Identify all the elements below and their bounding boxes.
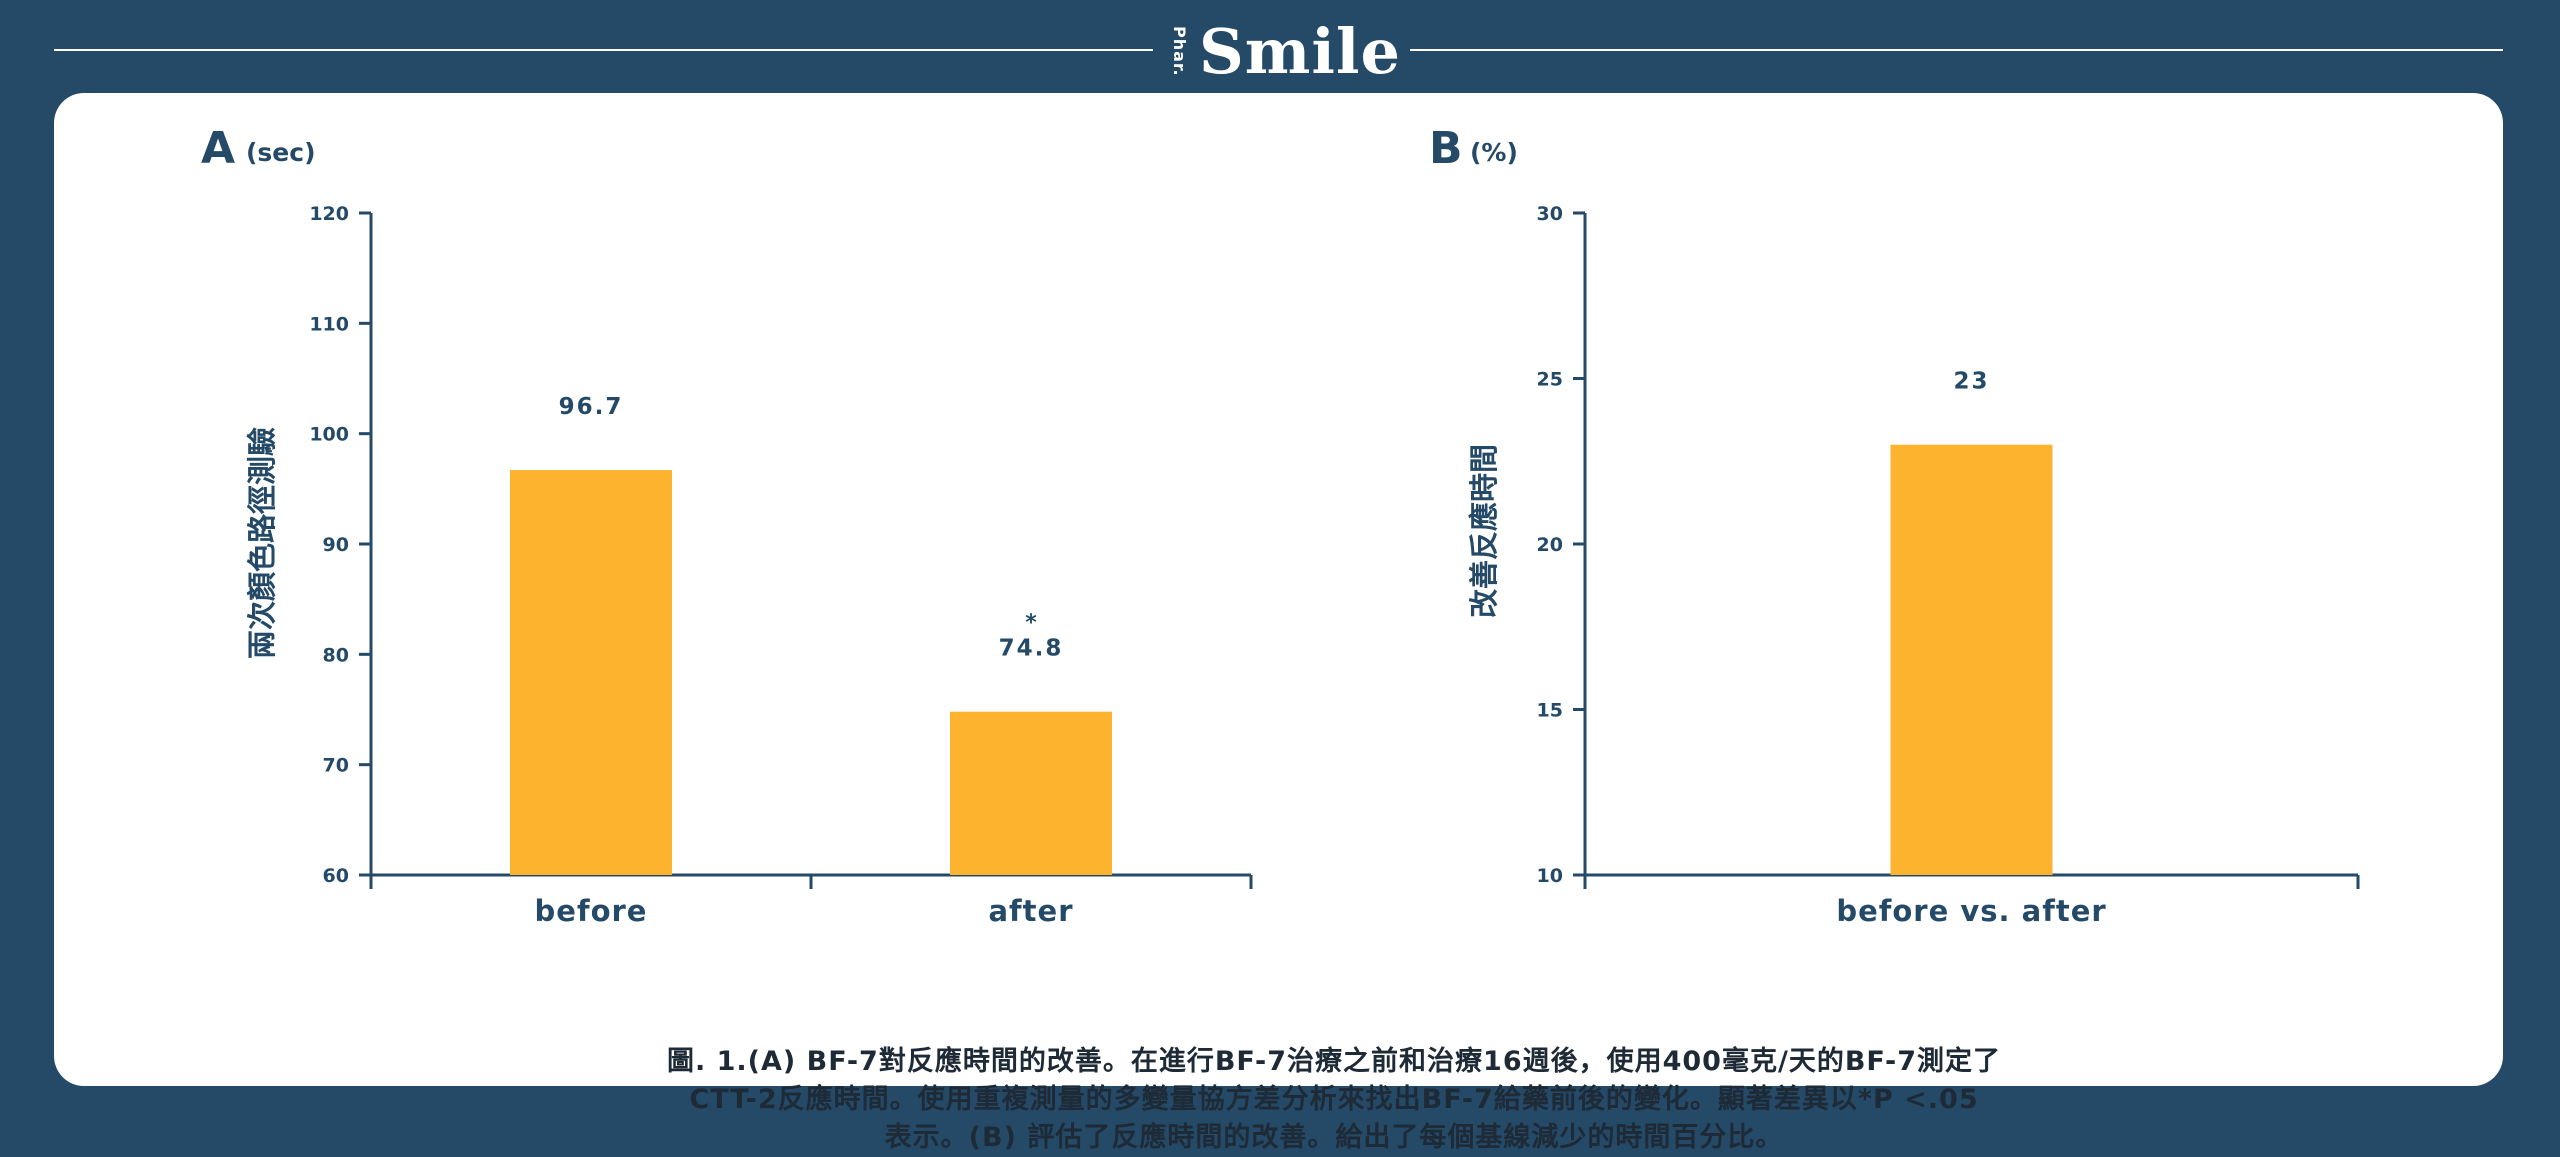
panel-B-y-axis-label: 改善反應時間 — [1467, 444, 1501, 618]
panel-A-y-tick-label: 60 — [323, 865, 349, 887]
panel-B-unit: (%) — [1470, 138, 1518, 167]
panel-B-y-tick-label: 15 — [1537, 700, 1563, 722]
panel-A-y-tick-label: 120 — [309, 203, 349, 225]
panel-A-y-tick-label: 70 — [323, 755, 349, 777]
panel-A-y-axis-label: 兩次顏色路徑測驗 — [245, 427, 279, 659]
chart-canvas: A (sec) 兩次顏色路徑測驗 60 70 80 90 100 110 120 before 96.… — [201, 123, 2360, 928]
panel-A-x-tick-label: after — [988, 894, 1073, 928]
header-rule-right — [1410, 49, 2503, 51]
panel-A-bar-after — [950, 711, 1112, 875]
panel-B-bar-before vs. after — [1890, 444, 2053, 875]
panel-B-y-tick-label: 10 — [1537, 865, 1563, 887]
panel-A-data-label: 96.7 — [559, 394, 624, 420]
panel-A-significance-marker: * — [1025, 611, 1037, 636]
panel-B-label: B — [1429, 123, 1463, 174]
caption-line-3: 表示。(B) 評估了反應時間的改善。給出了每個基線減少的時間百分比。 — [884, 1122, 1784, 1153]
logo-wordmark: Smile — [1199, 14, 1401, 88]
panel-A-unit: (sec) — [246, 138, 316, 167]
panel-B-data-label: 23 — [1953, 369, 1989, 395]
caption-line-2: CTT-2反應時間。使用重複測量的多變量協方差分析來找出BF-7給藥前後的變化。… — [689, 1084, 1979, 1115]
logo-prefix: Phar. — [1170, 25, 1189, 77]
figure-caption: 圖. 1.(A) BF-7對反應時間的改善。在進行BF-7治療之前和治療16週後… — [474, 1043, 2194, 1157]
figure-card: A (sec) 兩次顏色路徑測驗 60 70 80 90 100 110 120 before 96.… — [54, 93, 2503, 1153]
panel-A-y-tick-label: 100 — [309, 424, 349, 446]
panel-B-y-tick-label: 30 — [1537, 203, 1563, 225]
panel-A-label: A — [201, 123, 235, 174]
panel-A-y-tick-label: 90 — [323, 534, 349, 556]
panel-B-y-tick-label: 25 — [1537, 369, 1563, 391]
panel-B-y-tick-label: 20 — [1537, 534, 1563, 556]
panel-A-data-label: 74.8 — [999, 636, 1064, 662]
panel-A-y-tick-label: 80 — [323, 644, 349, 666]
header-rule-left — [54, 49, 1153, 51]
caption-line-1: 圖. 1.(A) BF-7對反應時間的改善。在進行BF-7治療之前和治療16週後… — [666, 1046, 2002, 1077]
panel-A-bar-before — [510, 470, 672, 875]
panel-A-x-tick-label: before — [535, 894, 648, 928]
panel-B-x-tick-label: before vs. after — [1836, 894, 2106, 928]
brand-logo: Phar. Smile — [1170, 6, 1401, 96]
panel-A-y-tick-label: 110 — [309, 313, 349, 335]
